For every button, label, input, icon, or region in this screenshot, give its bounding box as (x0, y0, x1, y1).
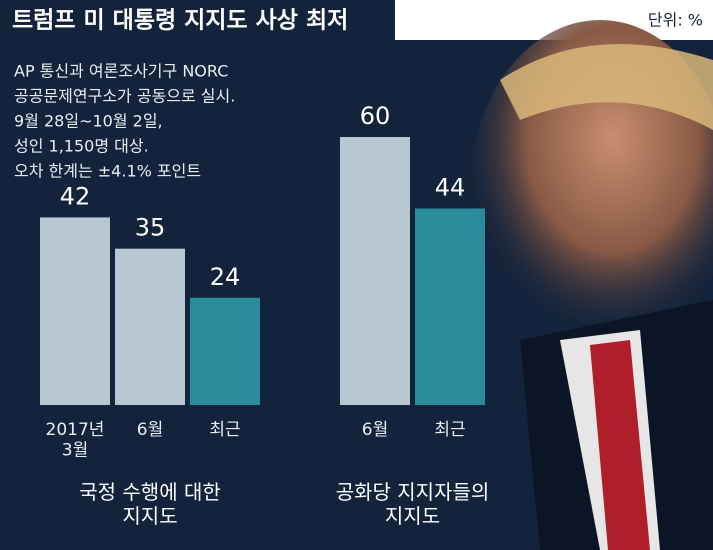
value-label: 24 (210, 263, 241, 291)
note-line: 9월 28일~10월 2일, (14, 112, 163, 131)
value-label: 44 (435, 173, 466, 201)
bar (190, 297, 260, 405)
category-label: 최근 (434, 420, 465, 440)
category-label: 6월 (362, 420, 388, 440)
bar (40, 217, 110, 405)
title-box (0, 0, 395, 40)
note-line: 공공문제연구소가 공동으로 실시. (14, 87, 235, 106)
bar (340, 137, 410, 405)
value-label: 60 (360, 102, 391, 130)
value-label: 42 (60, 182, 91, 210)
note-line: 오차 한계는 ±4.1% 포인트 (14, 162, 201, 181)
unit: 단위: % (648, 11, 703, 30)
category-label: 6월 (137, 420, 163, 440)
note-line: 성인 1,150명 대상. (14, 137, 149, 156)
group-label: 공화당 지지자들의 지지도 (336, 480, 490, 528)
photo (470, 20, 713, 550)
bar (415, 208, 485, 405)
value-label: 35 (135, 214, 166, 242)
group-label: 국정 수행에 대한 지지도 (79, 480, 221, 528)
bar (115, 248, 185, 405)
category-label: 2017년 3월 (46, 420, 105, 460)
note-line: AP 통신과 여론조사기구 NORC (14, 62, 228, 81)
title: 트럼프 미 대통령 지지도 사상 최저 (12, 8, 348, 34)
category-label: 최근 (209, 420, 240, 440)
